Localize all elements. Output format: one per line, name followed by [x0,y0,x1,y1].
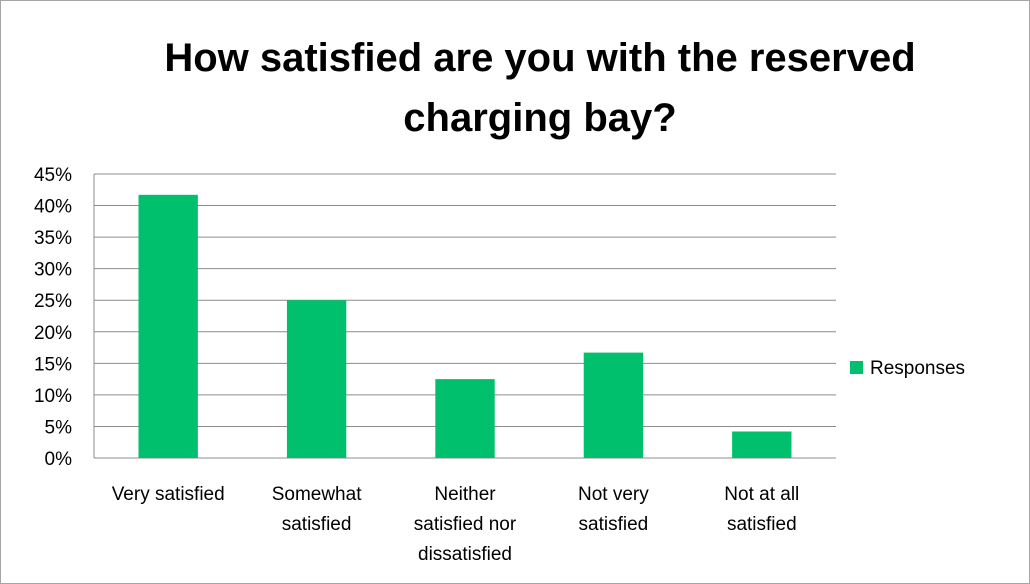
bar [435,379,495,458]
x-category-label: Very satisfied [112,484,225,505]
x-category-label: Neither satisfied nor dissatisfied [414,484,517,565]
y-tick-label: 0% [45,449,73,470]
gridlines [93,173,836,459]
y-tick-label: 5% [45,417,73,438]
legend-label: Responses [870,358,965,379]
bar [286,300,347,458]
x-axis-category-labels: Very satisfied Somewhat satisfied Neither sa… [112,484,800,565]
x-category-label: Somewhat satisfied [272,484,362,535]
y-tick-label: 25% [34,291,72,312]
chart-title: How satisfied are you with the reserved … [164,36,916,140]
y-axis-tick-labels: 0% 5% 10% 15% 20% 25% 30% 35% 40% 45% [34,165,72,470]
legend: Responses [850,358,965,379]
bar [138,194,198,458]
bars [138,194,792,458]
legend-swatch [850,361,863,374]
x-category-label: Not at all satisfied [724,484,799,535]
y-tick-label: 10% [34,386,72,407]
y-tick-label: 20% [34,323,72,344]
y-tick-label: 15% [34,354,72,375]
y-tick-label: 40% [34,197,72,218]
y-tick-label: 45% [34,165,72,186]
y-tick-label: 30% [34,260,72,281]
y-tick-label: 35% [34,228,72,249]
bar [583,352,644,458]
x-category-label: Not very satisfied [578,484,649,535]
bar [732,431,792,458]
